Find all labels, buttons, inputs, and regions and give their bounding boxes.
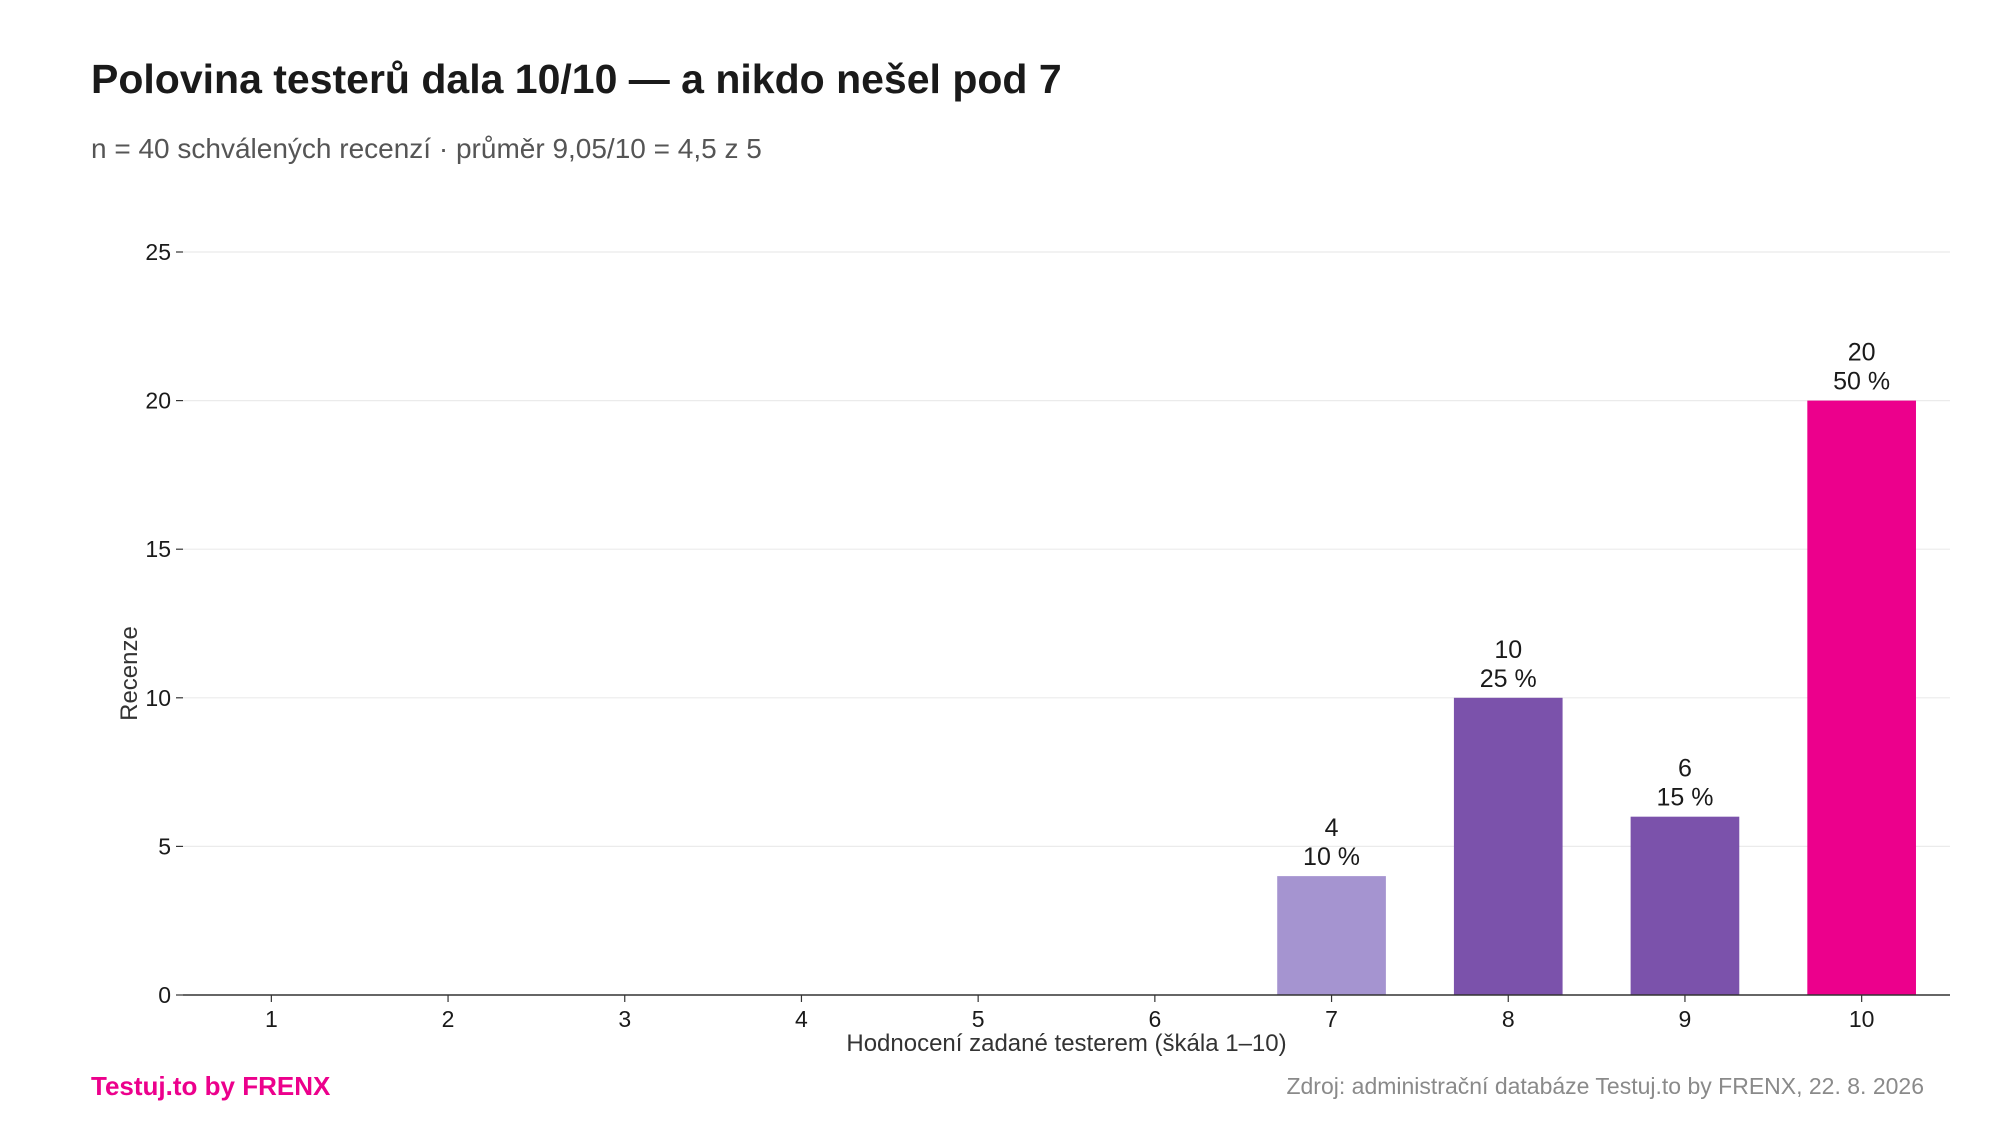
- x-tick-label: 2: [442, 1006, 455, 1032]
- bar-10: [1807, 400, 1916, 996]
- x-tick-label: 5: [972, 1006, 985, 1032]
- bar-value-label: 20: [1848, 339, 1876, 367]
- x-tick-label: 1: [265, 1006, 278, 1032]
- bar-percent-label: 15 %: [1656, 784, 1713, 812]
- bar-value-label: 6: [1678, 755, 1692, 783]
- x-tick-label: 8: [1502, 1006, 1515, 1032]
- bar-8: [1453, 697, 1563, 995]
- x-tick-label: 7: [1325, 1006, 1338, 1032]
- bar-value-label: 10: [1494, 636, 1522, 664]
- x-tick-label: 6: [1148, 1006, 1161, 1032]
- x-axis-ticks: 1 2 3 4 5 6 7 8 9 10: [265, 995, 1874, 1032]
- brand-logo-text: Testuj.to by FRENX: [91, 1071, 331, 1101]
- x-tick-label: 3: [618, 1006, 631, 1032]
- bar-value-label: 4: [1325, 814, 1339, 842]
- bar-percent-label: 10 %: [1303, 843, 1360, 871]
- bar-9: [1630, 816, 1740, 995]
- gridlines: [183, 251, 1950, 848]
- x-tick-label: 4: [795, 1006, 808, 1032]
- chart-title: Polovina testerů dala 10/10 — a nikdo ne…: [91, 56, 1062, 102]
- y-tick-label: 25: [145, 239, 171, 265]
- bar-percent-label: 50 %: [1833, 368, 1890, 396]
- x-tick-label: 9: [1679, 1006, 1692, 1032]
- source-note: Zdroj: administrační databáze Testuj.to …: [1286, 1073, 1924, 1099]
- y-tick-label: 10: [145, 685, 171, 711]
- bar-7: [1277, 876, 1386, 995]
- x-tick-label: 10: [1849, 1006, 1875, 1032]
- y-tick-label: 5: [158, 833, 171, 859]
- y-tick-label: 20: [145, 388, 171, 414]
- y-axis-title: Recenze: [116, 626, 143, 721]
- y-tick-label: 0: [158, 982, 171, 1008]
- x-axis-title: Hodnocení zadané testerem (škála 1–10): [846, 1030, 1286, 1057]
- bars: [1277, 400, 1916, 996]
- bar-percent-label: 25 %: [1480, 665, 1537, 693]
- chart-subtitle: n = 40 schválených recenzí · průměr 9,05…: [91, 133, 762, 164]
- y-tick-label: 15: [145, 536, 171, 562]
- y-axis-ticks: 0 5 10 15 20 25: [145, 239, 183, 1008]
